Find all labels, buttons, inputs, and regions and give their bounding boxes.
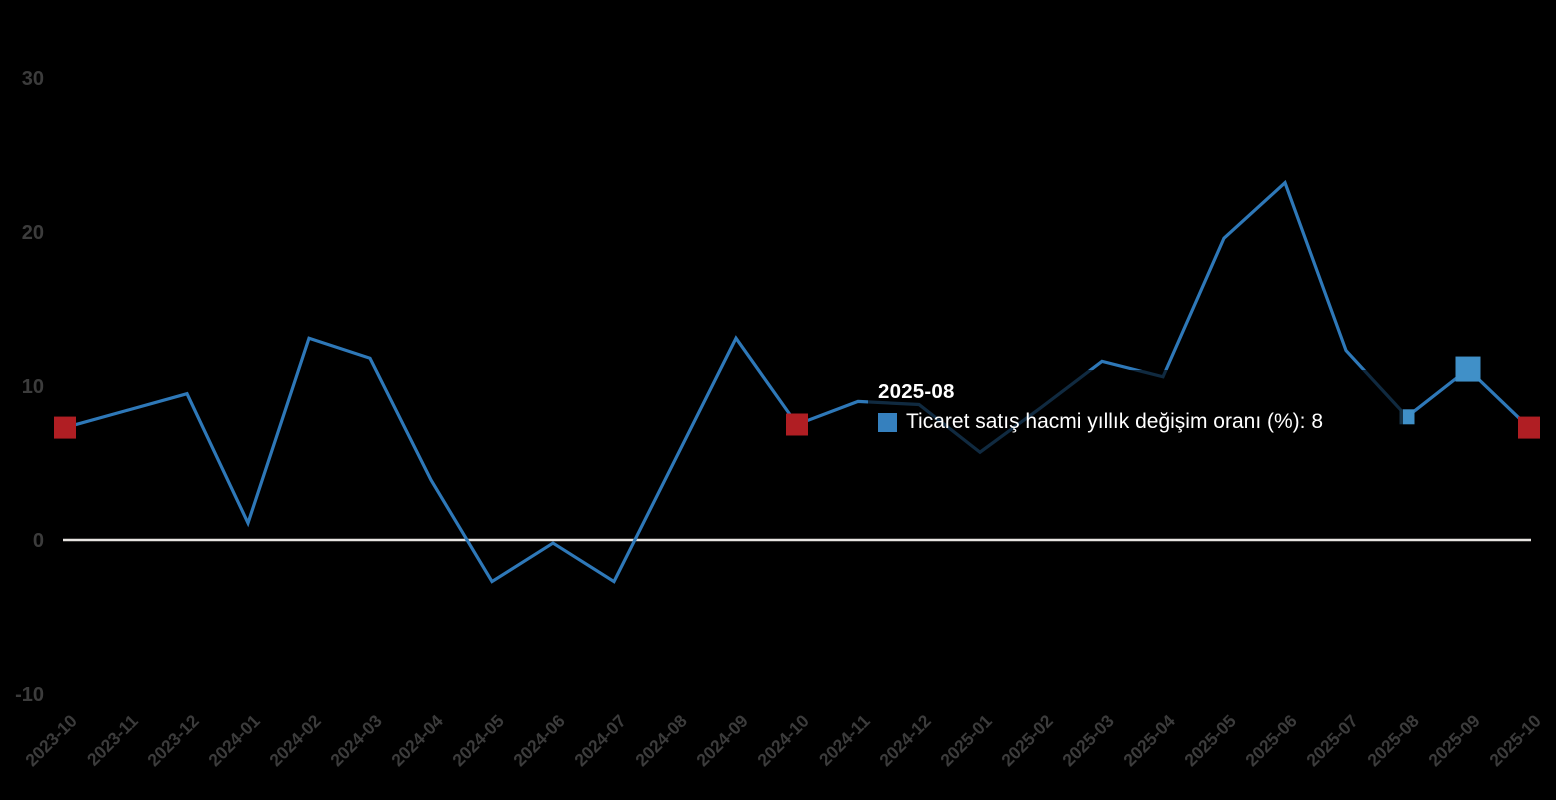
x-axis-label-2024-04: 2024-04 (387, 711, 447, 771)
x-axis-label-2024-03: 2024-03 (326, 711, 386, 771)
x-axis-label-2024-11: 2024-11 (815, 711, 874, 770)
x-axis-label-2023-12: 2023-12 (143, 711, 203, 771)
x-axis-label-2025-03: 2025-03 (1058, 711, 1118, 771)
red-square-marker-2025-10[interactable] (1518, 416, 1540, 439)
x-axis-label-2025-05: 2025-05 (1180, 711, 1240, 771)
x-axis-label-2025-04: 2025-04 (1119, 711, 1179, 771)
y-axis-label--10: -10 (15, 684, 44, 706)
small-blue-square-marker-2025-08[interactable] (1399, 409, 1415, 425)
x-axis-label-2025-08: 2025-08 (1363, 711, 1423, 771)
x-axis-label-2023-10: 2023-10 (21, 711, 81, 771)
tooltip-series-row: Ticaret satış hacmi yıllık değişim oranı… (878, 410, 1393, 434)
x-axis-label-2024-02: 2024-02 (265, 711, 325, 771)
tooltip-series-value: Ticaret satış hacmi yıllık değişim oranı… (906, 410, 1324, 433)
x-axis-label-2025-01: 2025-01 (936, 711, 996, 771)
x-axis-label-2024-08: 2024-08 (631, 711, 691, 771)
x-axis-label-2024-10: 2024-10 (753, 711, 813, 771)
red-square-marker-2024-10[interactable] (786, 413, 808, 436)
x-axis-label-2024-01: 2024-01 (204, 711, 264, 771)
x-axis-label-2025-06: 2025-06 (1241, 711, 1301, 771)
chart-tooltip: 2025-08 Ticaret satış hacmi yıllık değiş… (868, 370, 1403, 464)
tooltip-date: 2025-08 (878, 380, 955, 403)
y-axis-label-30: 30 (22, 68, 44, 90)
x-axis-label-2025-09: 2025-09 (1424, 711, 1484, 771)
x-axis-label-2024-07: 2024-07 (570, 711, 630, 771)
x-axis-label-2025-10: 2025-10 (1485, 711, 1545, 771)
y-axis-label-10: 10 (22, 376, 44, 398)
y-axis-label-0: 0 (33, 530, 44, 552)
y-axis-label-20: 20 (22, 222, 44, 244)
large-blue-square-marker-2025-09[interactable] (1455, 356, 1481, 382)
x-axis-label-2024-05: 2024-05 (448, 711, 508, 771)
x-axis-label-2024-09: 2024-09 (692, 711, 752, 771)
red-square-marker-2023-10[interactable] (54, 416, 76, 439)
x-axis-label-2025-07: 2025-07 (1302, 711, 1362, 771)
legend-swatch-icon (878, 412, 897, 432)
x-axis-label-2023-11: 2023-11 (83, 711, 142, 770)
x-axis-label-2024-06: 2024-06 (509, 711, 569, 771)
x-axis-label-2024-12: 2024-12 (875, 711, 935, 771)
x-axis-label-2025-02: 2025-02 (997, 711, 1057, 771)
